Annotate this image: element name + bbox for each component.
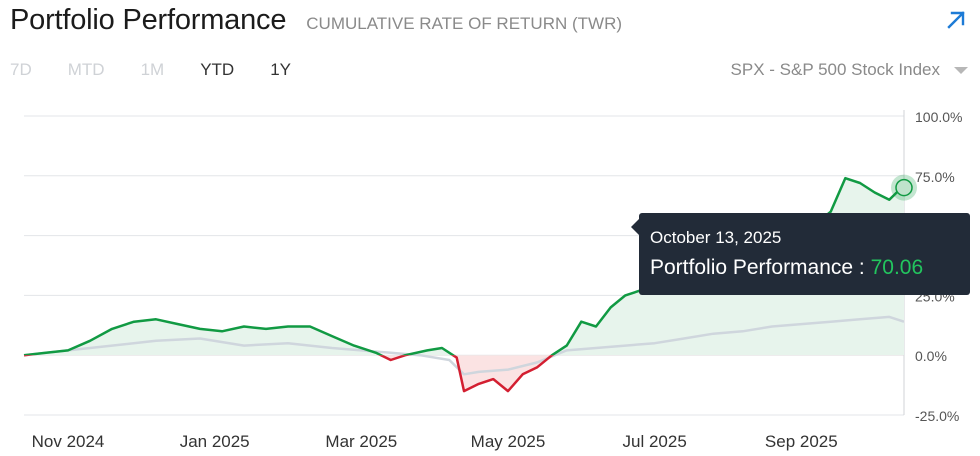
portfolio-line-negative bbox=[24, 355, 555, 393]
tooltip-value: 70.06 bbox=[870, 256, 924, 279]
benchmark-line bbox=[23, 315, 905, 376]
range-1m[interactable]: 1M bbox=[140, 60, 165, 79]
x-tick-label: Nov 2024 bbox=[32, 432, 105, 451]
chart-tooltip: October 13, 2025 Portfolio Performance :… bbox=[631, 213, 970, 295]
range-ytd[interactable]: YTD bbox=[200, 60, 235, 79]
y-tick-label: 100.0% bbox=[915, 109, 962, 125]
y-tick-label: 75.0% bbox=[915, 169, 955, 185]
x-tick-label: May 2025 bbox=[471, 432, 546, 451]
expand-icon[interactable] bbox=[944, 8, 968, 32]
range-mtd[interactable]: MTD bbox=[67, 60, 105, 79]
range-1y[interactable]: 1Y bbox=[270, 60, 291, 79]
benchmark-label: SPX - S&P 500 Stock Index bbox=[730, 60, 940, 79]
x-tick-label: Mar 2025 bbox=[325, 432, 397, 451]
y-tick-label: -25.0% bbox=[915, 408, 959, 424]
highlight-point bbox=[895, 178, 913, 197]
y-tick-label: 0.0% bbox=[915, 348, 947, 364]
range-7d[interactable]: 7D bbox=[10, 60, 32, 79]
page-title: Portfolio Performance bbox=[10, 4, 287, 36]
chevron-down-icon bbox=[954, 66, 968, 74]
x-tick-label: Sep 2025 bbox=[765, 432, 838, 451]
x-tick-label: Jul 2025 bbox=[623, 432, 687, 451]
x-tick-label: Jan 2025 bbox=[180, 432, 250, 451]
tooltip-series-line: Portfolio Performance : 70.06 bbox=[650, 256, 923, 280]
tooltip-date: October 13, 2025 bbox=[650, 228, 782, 247]
tooltip-series-label: Portfolio Performance : bbox=[650, 256, 865, 279]
area-fill-positive bbox=[24, 178, 904, 356]
benchmark-select[interactable]: SPX - S&P 500 Stock Index bbox=[731, 60, 968, 80]
page-subtitle: CUMULATIVE RATE OF RETURN (TWR) bbox=[306, 14, 623, 33]
chart-header: Portfolio Performance CUMULATIVE RATE OF… bbox=[10, 4, 622, 37]
range-selector: 7D MTD 1M YTD 1Y bbox=[10, 60, 327, 80]
